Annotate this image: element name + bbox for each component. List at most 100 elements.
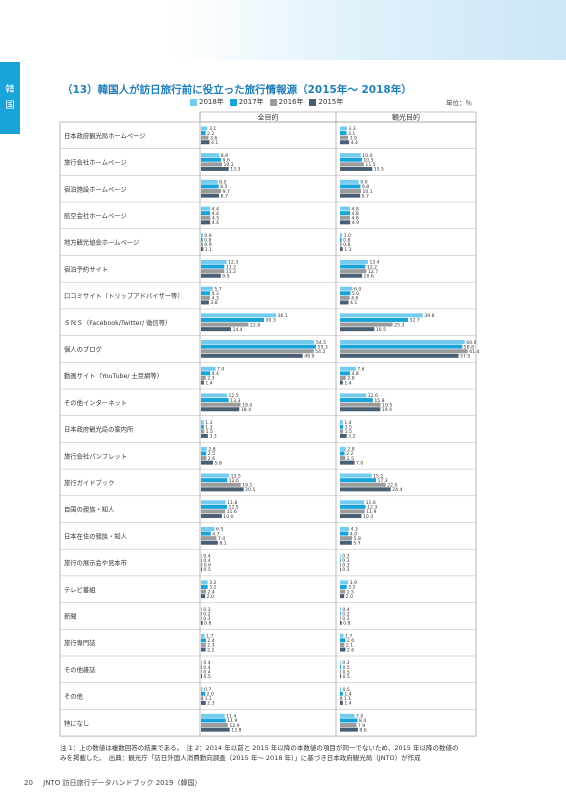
data-label-sightseeing: 7.9 <box>358 723 365 729</box>
data-label-sightseeing: 15.8 <box>374 398 384 404</box>
data-label-sightseeing: 1.5 <box>345 429 352 435</box>
bar-sightseeing-2015年 <box>340 647 346 652</box>
bar-sightseeing-2015年 <box>340 594 345 599</box>
data-label-all-purpose: 7.0 <box>217 366 224 372</box>
data-label-sightseeing: 19.5 <box>382 402 392 408</box>
data-label-all-purpose: 10.0 <box>223 514 233 520</box>
data-label-all-purpose: 36.1 <box>278 313 288 319</box>
bar-sightseeing-2017年 <box>340 237 342 242</box>
bar-sightseeing-2017年 <box>340 317 409 322</box>
bar-all-purpose-2018年 <box>201 446 207 451</box>
data-label-sightseeing: 9.0 <box>360 180 367 186</box>
bar-all-purpose-2015年 <box>201 193 220 198</box>
data-label-all-purpose: 12.9 <box>229 723 239 729</box>
data-label-all-purpose: 3.2 <box>209 585 216 591</box>
panel-header-sightseeing: 観光目的 <box>392 113 420 122</box>
data-label-sightseeing: 1.4 <box>344 701 351 707</box>
data-label-all-purpose: 18.4 <box>241 407 251 413</box>
data-label-sightseeing: 0.8 <box>343 621 350 627</box>
data-label-all-purpose: 4.3 <box>211 296 218 302</box>
data-label-sightseeing: 10.3 <box>363 514 373 520</box>
data-label-sightseeing: 3.9 <box>350 135 357 141</box>
bar-sightseeing-2016年 <box>340 723 357 728</box>
data-label-all-purpose: 11.9 <box>227 718 237 724</box>
chart-title: （13）韓国人が訪日旅行前に役立った旅行情報源（2015年～ 2018年） <box>62 84 412 96</box>
category-label: 日本政府観光局の案内所 <box>64 425 134 434</box>
category-label: その他インターネット <box>64 398 127 407</box>
data-label-sightseeing: 4.4 <box>351 140 358 146</box>
bar-all-purpose-2018年 <box>201 340 315 345</box>
bar-all-purpose-2015年 <box>201 460 214 465</box>
data-label-sightseeing: 17.3 <box>377 478 387 484</box>
bar-all-purpose-2016年 <box>201 135 209 140</box>
data-label-all-purpose: 13.8 <box>231 727 241 733</box>
data-label-all-purpose: 2.4 <box>207 589 214 595</box>
bar-sightseeing-2015年 <box>340 273 363 278</box>
data-label-all-purpose: 8.5 <box>220 184 227 190</box>
bar-all-purpose-2017年 <box>201 291 210 296</box>
data-label-all-purpose: 0.4 <box>203 669 210 675</box>
data-label-sightseeing: 3.3 <box>348 126 355 132</box>
panel-header-row <box>199 111 477 123</box>
bar-all-purpose-2017年 <box>201 584 208 589</box>
bar-all-purpose-2016年 <box>201 562 203 567</box>
country-tab[interactable]: 韓 国 <box>0 62 20 134</box>
data-label-all-purpose: 2.3 <box>207 701 214 707</box>
bar-sightseeing-2018年 <box>340 366 356 371</box>
data-label-all-purpose: 4.7 <box>212 531 219 537</box>
bar-all-purpose-2017年 <box>201 691 206 696</box>
bar-all-purpose-2015年 <box>201 647 206 652</box>
data-label-sightseeing: 4.9 <box>352 220 359 226</box>
data-label-sightseeing: 10.1 <box>363 189 373 195</box>
data-label-all-purpose: 4.3 <box>211 291 218 297</box>
data-label-all-purpose: 0.9 <box>204 233 211 239</box>
data-label-sightseeing: 11.5 <box>365 162 375 168</box>
bar-all-purpose-2017年 <box>201 478 228 483</box>
country-tab-char-2: 国 <box>5 101 15 111</box>
legend-item-2017: 2017年 <box>229 97 264 107</box>
bar-all-purpose-2018年 <box>201 206 211 211</box>
bar-sightseeing-2018年 <box>340 580 349 585</box>
data-label-all-purpose: 6.5 <box>216 527 223 533</box>
data-label-sightseeing: 3.2 <box>348 585 355 591</box>
bar-sightseeing-2016年 <box>340 642 345 647</box>
data-label-all-purpose: 12.5 <box>229 393 239 399</box>
category-label: 個人のブログ <box>64 344 102 353</box>
legend-label: 2018年 <box>199 98 224 106</box>
bar-all-purpose-2015年 <box>201 674 203 679</box>
bar-sightseeing-2016年 <box>340 349 468 354</box>
bar-sightseeing-2018年 <box>340 233 343 238</box>
bar-all-purpose-2015年 <box>201 594 206 599</box>
bar-sightseeing-2015年 <box>340 140 350 145</box>
data-label-sightseeing: 2.6 <box>347 638 354 644</box>
data-label-sightseeing: 10.5 <box>363 157 373 163</box>
data-label-sightseeing: 1.4 <box>344 380 351 386</box>
data-label-all-purpose: 0.3 <box>203 616 210 622</box>
bar-all-purpose-2018年 <box>201 179 218 184</box>
data-label-sightseeing: 5.8 <box>354 536 361 542</box>
bar-sightseeing-2015年 <box>340 700 343 705</box>
bar-sightseeing-2015年 <box>340 193 361 198</box>
data-label-sightseeing: 4.8 <box>351 215 358 221</box>
data-label-all-purpose: 19.0 <box>242 402 252 408</box>
data-label-all-purpose: 0.5 <box>204 567 211 573</box>
data-label-sightseeing: 7.6 <box>357 366 364 372</box>
bar-sightseeing-2015年 <box>340 407 381 412</box>
data-label-all-purpose: 54.2 <box>315 349 325 355</box>
bar-sightseeing-2017年 <box>340 531 349 536</box>
data-label-all-purpose: 12.6 <box>229 478 239 484</box>
data-label-sightseeing: 22.0 <box>387 482 397 488</box>
data-label-all-purpose: 0.2 <box>203 611 210 617</box>
bar-all-purpose-2016年 <box>201 242 203 247</box>
bar-sightseeing-2017年 <box>340 131 347 136</box>
data-label-sightseeing: 1.1 <box>344 696 351 702</box>
page-number: 20 <box>24 779 33 787</box>
bar-all-purpose-2016年 <box>201 723 228 728</box>
bar-sightseeing-2015年 <box>340 247 343 252</box>
category-label: 旅行会社ホームページ <box>64 158 127 167</box>
bar-sightseeing-2016年 <box>340 269 367 274</box>
data-label-sightseeing: 0.8 <box>343 242 350 248</box>
bar-all-purpose-2017年 <box>201 504 227 509</box>
bar-all-purpose-2016年 <box>201 429 205 434</box>
data-label-all-purpose: 12.3 <box>228 260 238 266</box>
